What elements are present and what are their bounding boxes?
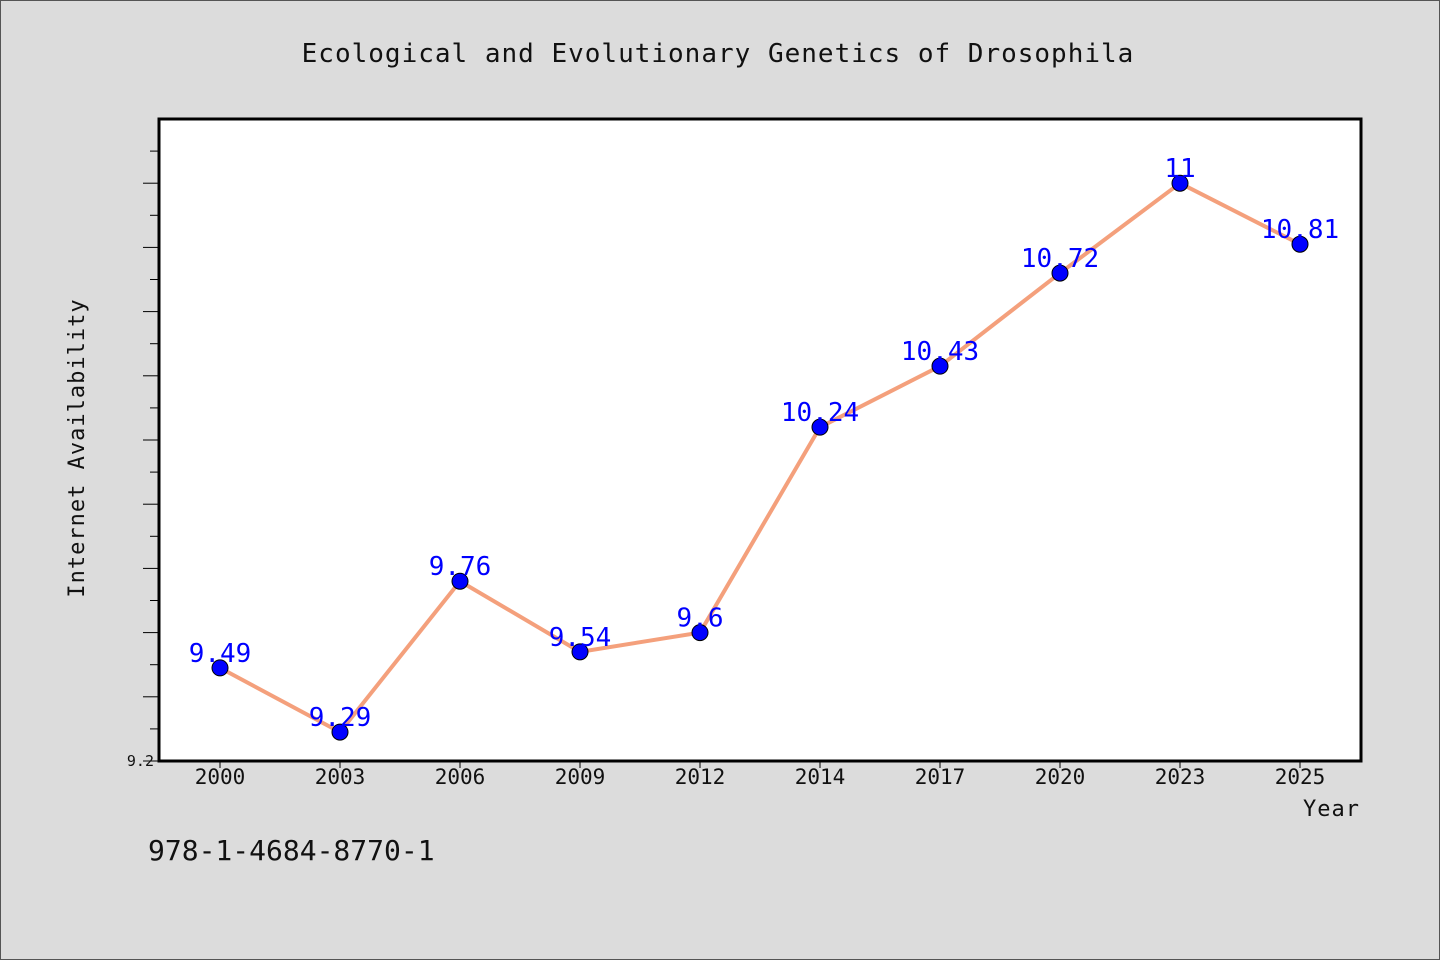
series-group: 9.49 9.29 9.76 9.54 9.6 10.24 10.43 10.72 11 10.8… (189, 154, 1339, 741)
x-tick-label: 2020 (1035, 765, 1086, 789)
y-tick-label: 9.2 (127, 752, 154, 770)
x-tick-label: 2012 (675, 765, 726, 789)
plot-area (157, 117, 1363, 763)
chart-title: Ecological and Evolutionary Genetics of … (302, 39, 1135, 69)
y-axis-ticks: 9.2 (127, 150, 159, 770)
series-line (219, 181, 1301, 735)
x-axis-ticks: 2000 2003 2006 2009 2012 2014 2017 2020 2023 2025 (195, 761, 1326, 789)
data-point (451, 572, 469, 590)
data-point (331, 723, 349, 741)
data-point (811, 418, 829, 436)
data-label: 9.54 (549, 623, 612, 653)
isbn-text: 978-1-4684-8770-1 (148, 834, 435, 867)
x-axis-label: Year (1303, 797, 1360, 822)
data-label: 11 (1164, 154, 1195, 184)
data-label: 9.6 (677, 604, 724, 634)
x-tick-label: 2006 (435, 765, 486, 789)
x-tick-label: 2017 (915, 765, 966, 789)
data-point (1051, 264, 1069, 282)
x-tick-label: 2009 (555, 765, 606, 789)
data-point (691, 624, 709, 642)
data-label: 10.81 (1261, 215, 1339, 245)
data-label: 10.43 (901, 337, 979, 367)
data-label: 9.76 (429, 552, 492, 582)
x-tick-label: 2000 (195, 765, 246, 789)
data-point (571, 643, 589, 661)
data-point (211, 659, 229, 677)
data-point (1171, 174, 1189, 192)
data-label: 9.29 (309, 703, 372, 733)
x-tick-label: 2014 (795, 765, 846, 789)
data-label: 10.72 (1021, 244, 1099, 274)
y-axis-label: Internet Availability (65, 298, 90, 597)
x-tick-label: 2023 (1155, 765, 1206, 789)
data-label: 9.49 (189, 639, 252, 669)
x-tick-label: 2003 (315, 765, 366, 789)
data-point (931, 357, 949, 375)
data-point (1291, 235, 1309, 253)
data-label: 10.24 (781, 398, 859, 428)
x-tick-label: 2025 (1275, 765, 1326, 789)
